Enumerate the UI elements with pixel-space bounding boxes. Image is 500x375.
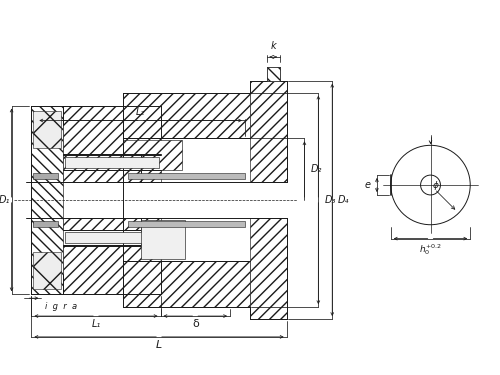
Bar bbox=[34, 252, 61, 289]
Polygon shape bbox=[63, 244, 160, 294]
Bar bbox=[34, 111, 61, 148]
Bar bbox=[65, 157, 158, 168]
Text: D₄: D₄ bbox=[338, 195, 349, 205]
Bar bbox=[140, 220, 186, 260]
Polygon shape bbox=[123, 93, 250, 138]
Text: L₂: L₂ bbox=[136, 106, 145, 117]
Text: e: e bbox=[365, 180, 371, 190]
Text: D₂: D₂ bbox=[310, 164, 322, 174]
Text: δ: δ bbox=[192, 319, 198, 329]
Bar bbox=[65, 232, 158, 243]
Polygon shape bbox=[63, 170, 160, 182]
Text: k: k bbox=[270, 41, 276, 51]
Text: D₁: D₁ bbox=[0, 195, 10, 205]
Text: D₃: D₃ bbox=[324, 195, 336, 205]
Polygon shape bbox=[63, 106, 160, 155]
Polygon shape bbox=[123, 140, 182, 170]
Text: $h^{+0.2}_{0}$: $h^{+0.2}_{0}$ bbox=[419, 242, 442, 256]
Polygon shape bbox=[32, 106, 63, 294]
Text: $\phi$: $\phi$ bbox=[432, 178, 440, 192]
Text: L: L bbox=[156, 340, 162, 350]
Text: i  g  r  a: i g r a bbox=[46, 302, 78, 311]
Bar bbox=[266, 67, 280, 81]
Bar bbox=[128, 173, 245, 179]
Polygon shape bbox=[123, 261, 250, 307]
Polygon shape bbox=[250, 218, 286, 319]
Bar bbox=[128, 221, 245, 227]
Text: L₁: L₁ bbox=[92, 319, 100, 329]
Polygon shape bbox=[63, 154, 160, 170]
Bar bbox=[34, 221, 58, 227]
Polygon shape bbox=[63, 218, 160, 230]
Polygon shape bbox=[250, 81, 286, 182]
Bar bbox=[34, 173, 58, 179]
